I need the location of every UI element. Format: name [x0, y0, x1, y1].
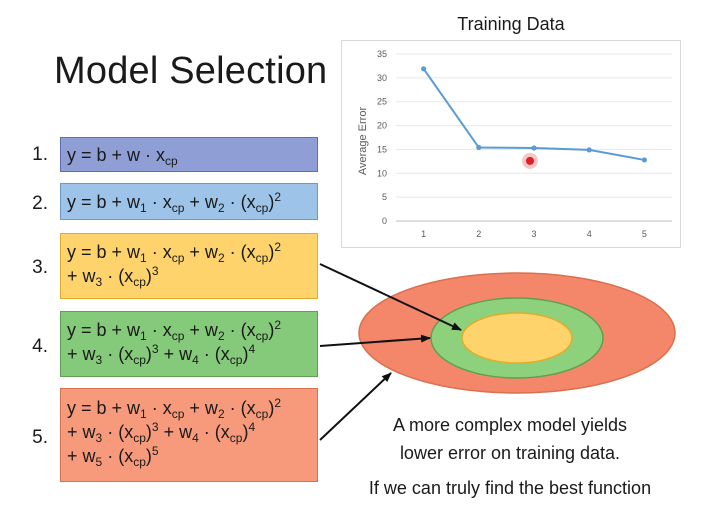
model-number-1: 1. — [32, 144, 48, 165]
inner-ellipse — [461, 312, 573, 364]
x-tick-label: 3 — [531, 229, 536, 239]
x-tick-label: 2 — [476, 229, 481, 239]
chart-frame — [341, 40, 681, 248]
page-title: Model Selection — [54, 50, 328, 92]
caption-line-3: If we can truly find the best function — [368, 478, 652, 498]
arrow-model-5 — [319, 372, 392, 441]
y-tick-label: 10 — [377, 168, 387, 178]
y-tick-label: 5 — [382, 192, 387, 202]
model-1-equation-box: y = b + w · xcp — [60, 137, 318, 172]
y-tick-label: 25 — [377, 97, 387, 107]
data-point — [531, 145, 537, 151]
y-tick-label: 0 — [382, 216, 387, 226]
model-2-equation-box: y = b + w1 · xcp + w2 · (xcp)2 — [60, 183, 318, 220]
model-number-5: 5. — [32, 427, 48, 448]
chart-title: Training Data — [457, 14, 565, 34]
data-point — [586, 147, 592, 153]
data-point — [476, 144, 482, 151]
y-tick-label: 35 — [377, 49, 387, 59]
chart-axes: 0 5 10 15 20 25 30 35 1 2 3 4 5 — [377, 49, 672, 239]
model-4-equation-box: y = b + w1 · xcp + w2 · (xcp)2 + w3 · (xc… — [60, 311, 318, 377]
chart-marks — [421, 66, 648, 169]
x-tick-label: 4 — [587, 229, 592, 239]
pointer-dot — [526, 156, 534, 165]
data-point — [641, 157, 648, 163]
y-tick-label: 30 — [377, 73, 387, 83]
arrow-model-3 — [319, 263, 462, 331]
arrow-model-4 — [319, 334, 431, 347]
model-number-4: 4. — [32, 336, 48, 357]
y-axis-label: Average Error — [357, 107, 369, 176]
data-point — [421, 66, 427, 72]
x-tick-label: 5 — [642, 229, 647, 239]
model-number-2: 2. — [32, 193, 48, 214]
model-5-equation-box: y = b + w1 · xcp + w2 · (xcp)2 + w3 · (xc… — [60, 388, 318, 482]
caption-line-2: lower error on training data. — [399, 443, 621, 463]
y-tick-label: 20 — [377, 121, 387, 131]
caption-line-1: A more complex model yields — [392, 415, 628, 435]
model-number-3: 3. — [32, 257, 48, 278]
y-tick-label: 15 — [377, 144, 387, 154]
x-tick-label: 1 — [421, 229, 426, 239]
model-3-equation-box: y = b + w1 · xcp + w2 · (xcp)2 + w3 · (xc… — [60, 233, 318, 299]
